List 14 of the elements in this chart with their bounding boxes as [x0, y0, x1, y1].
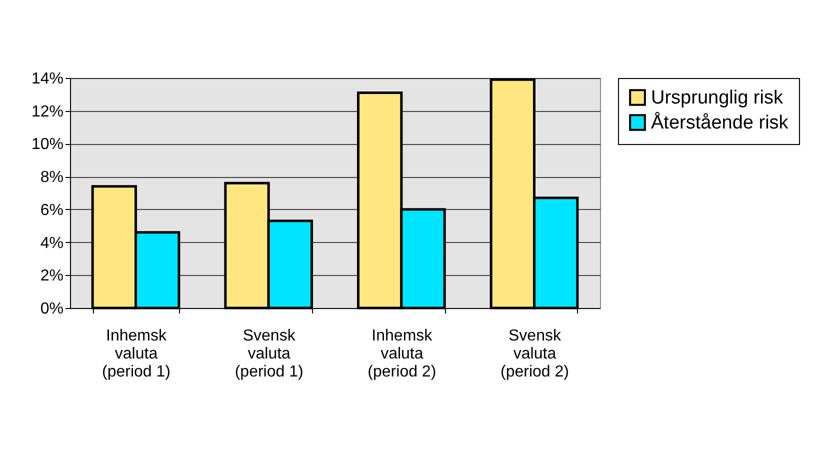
x-tick-label: Inhemsk valuta (period 1) [102, 328, 170, 380]
y-tick-label: 4% [40, 234, 64, 252]
y-tick-label: 12% [31, 103, 64, 120]
x-tick-label: Svensk valuta (period 2) [500, 328, 569, 380]
y-tick-label: 2% [40, 268, 64, 285]
y-tick-label: 0% [40, 300, 64, 318]
x-tick-label: Inhemsk valuta (period 2) [368, 328, 436, 380]
legend-label: Ursprunglig risk [651, 88, 784, 108]
y-tick-label: 10% [31, 136, 64, 154]
legend-label: Återstående risk [651, 112, 789, 134]
y-tick-label: 8% [40, 169, 64, 186]
y-tick-label: 6% [40, 202, 64, 219]
x-tick-label: Svensk valuta (period 1) [234, 328, 304, 380]
y-tick-label: 14% [31, 70, 64, 88]
